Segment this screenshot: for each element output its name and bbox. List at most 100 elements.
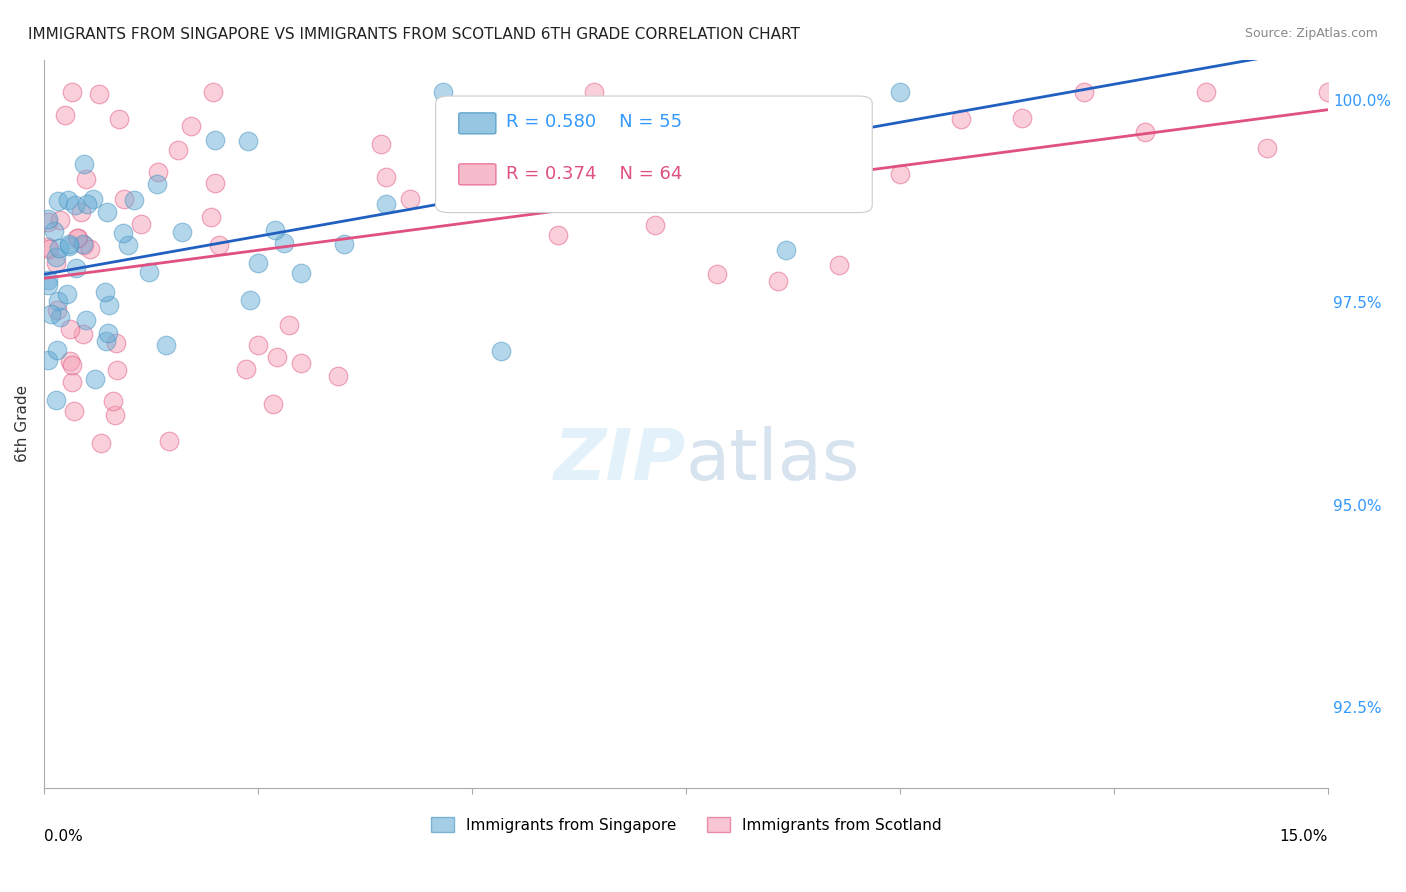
Point	[290, 266, 312, 280]
Point	[950, 112, 973, 126]
Point	[547, 105, 569, 120]
Point	[1011, 112, 1033, 126]
Point	[46, 303, 69, 318]
Point	[97, 326, 120, 340]
Point	[332, 237, 354, 252]
Point	[90, 436, 112, 450]
Point	[53, 108, 76, 122]
Point	[45, 256, 67, 270]
Point	[766, 274, 789, 288]
Point	[489, 343, 512, 358]
Point	[155, 338, 177, 352]
Point	[67, 231, 90, 245]
Text: IMMIGRANTS FROM SINGAPORE VS IMMIGRANTS FROM SCOTLAND 6TH GRADE CORRELATION CHAR: IMMIGRANTS FROM SINGAPORE VS IMMIGRANTS …	[28, 27, 800, 42]
Point	[96, 334, 118, 348]
Point	[37, 211, 59, 226]
Point	[60, 358, 83, 372]
Point	[1195, 85, 1218, 99]
Point	[44, 393, 66, 408]
Text: 15.0%: 15.0%	[1279, 829, 1329, 844]
Point	[122, 194, 145, 208]
Point	[661, 155, 683, 169]
Point	[37, 353, 59, 368]
Point	[89, 87, 111, 101]
Text: ZIP: ZIP	[554, 425, 686, 495]
Point	[202, 85, 225, 99]
Point	[75, 313, 97, 327]
Point	[46, 194, 69, 208]
Point	[44, 250, 66, 264]
Point	[522, 113, 544, 128]
Point	[104, 336, 127, 351]
Point	[75, 171, 97, 186]
Point	[37, 277, 59, 292]
Point	[63, 198, 86, 212]
Point	[65, 260, 87, 275]
Point	[49, 310, 72, 325]
Legend: Immigrants from Singapore, Immigrants from Scotland: Immigrants from Singapore, Immigrants fr…	[425, 811, 948, 838]
Point	[263, 223, 285, 237]
Text: 0.0%: 0.0%	[44, 829, 83, 844]
Point	[105, 363, 128, 377]
Point	[82, 192, 104, 206]
Point	[157, 434, 180, 448]
Point	[96, 204, 118, 219]
Text: R = 0.374    N = 64: R = 0.374 N = 64	[506, 165, 682, 183]
Point	[239, 293, 262, 308]
Point	[103, 409, 125, 423]
Point	[547, 227, 569, 242]
Point	[58, 238, 80, 252]
Point	[1317, 85, 1340, 99]
Point	[1256, 141, 1278, 155]
Point	[468, 138, 491, 153]
Point	[59, 353, 82, 368]
Point	[146, 177, 169, 191]
Point	[97, 297, 120, 311]
Point	[138, 265, 160, 279]
Point	[46, 293, 69, 308]
Point	[38, 242, 60, 256]
Point	[56, 194, 79, 208]
Point	[180, 120, 202, 134]
Point	[717, 118, 740, 132]
Point	[170, 225, 193, 239]
Point	[108, 112, 131, 126]
Point	[166, 143, 188, 157]
Point	[828, 258, 851, 272]
Point	[246, 337, 269, 351]
Point	[200, 210, 222, 224]
Point	[1073, 85, 1095, 99]
Point	[235, 362, 257, 376]
Point	[148, 165, 170, 179]
Point	[56, 286, 79, 301]
Point	[775, 243, 797, 257]
Point	[889, 85, 911, 99]
Point	[79, 242, 101, 256]
Point	[432, 85, 454, 99]
Point	[94, 285, 117, 300]
Point	[889, 167, 911, 181]
FancyBboxPatch shape	[458, 112, 496, 134]
Point	[461, 167, 484, 181]
Point	[58, 237, 80, 252]
Point	[1133, 125, 1156, 139]
Text: R = 0.580    N = 55: R = 0.580 N = 55	[506, 113, 682, 131]
Point	[45, 343, 67, 357]
Point	[44, 224, 66, 238]
Point	[370, 137, 392, 152]
Point	[76, 197, 98, 211]
Point	[204, 176, 226, 190]
Point	[603, 142, 626, 156]
Point	[83, 372, 105, 386]
Y-axis label: 6th Grade: 6th Grade	[15, 385, 30, 462]
Point	[290, 356, 312, 370]
Point	[278, 318, 301, 332]
Point	[101, 394, 124, 409]
Point	[375, 197, 398, 211]
Point	[66, 231, 89, 245]
Point	[246, 256, 269, 270]
Point	[72, 327, 94, 342]
Point	[73, 238, 96, 252]
Point	[111, 226, 134, 240]
Point	[262, 397, 284, 411]
